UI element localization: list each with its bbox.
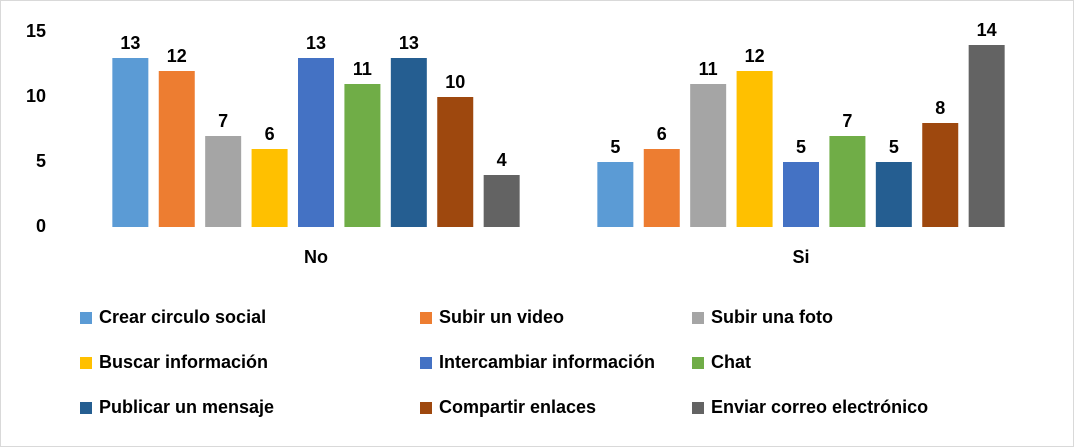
bar (437, 97, 474, 227)
bar (597, 162, 634, 227)
bar (483, 175, 520, 227)
legend-swatch (420, 402, 432, 414)
y-tick-label: 15 (26, 21, 46, 41)
legend-label: Chat (711, 352, 751, 372)
legend-swatch (692, 312, 704, 324)
bar (643, 149, 680, 227)
data-label: 10 (445, 72, 465, 92)
legend-label: Enviar correo electrónico (711, 397, 928, 417)
bar (390, 58, 427, 227)
x-tick-label: Si (792, 247, 809, 267)
bar (251, 149, 288, 227)
data-label: 5 (610, 137, 620, 157)
bar (736, 71, 773, 227)
data-label: 13 (120, 33, 140, 53)
data-label: 13 (306, 33, 326, 53)
data-label: 14 (977, 20, 997, 40)
bar (690, 84, 727, 227)
legend-label: Buscar información (99, 352, 268, 372)
legend-label: Subir un video (439, 307, 564, 327)
legend-swatch (80, 402, 92, 414)
data-label: 12 (745, 46, 765, 66)
y-tick-label: 5 (36, 151, 46, 171)
y-tick-label: 0 (36, 216, 46, 236)
legend-label: Intercambiar información (439, 352, 655, 372)
legend-swatch (420, 357, 432, 369)
data-label: 7 (218, 111, 228, 131)
legend-label: Publicar un mensaje (99, 397, 274, 417)
bar (968, 45, 1005, 227)
legend-swatch (80, 312, 92, 324)
bar (875, 162, 912, 227)
legend-label: Compartir enlaces (439, 397, 596, 417)
bar (344, 84, 381, 227)
data-label: 11 (699, 59, 718, 79)
data-label: 8 (935, 98, 945, 118)
data-label: 11 (353, 59, 372, 79)
legend-label: Crear circulo social (99, 307, 266, 327)
bar (783, 162, 819, 227)
data-label: 6 (657, 124, 667, 144)
data-label: 5 (889, 137, 899, 157)
data-label: 5 (796, 137, 806, 157)
bar (158, 71, 195, 227)
bar (922, 123, 959, 227)
y-tick-label: 10 (26, 86, 46, 106)
data-label: 12 (167, 46, 187, 66)
legend-swatch (692, 402, 704, 414)
legend-swatch (420, 312, 432, 324)
legend-swatch (80, 357, 92, 369)
bar (298, 58, 334, 227)
data-label: 7 (842, 111, 852, 131)
bar (205, 136, 242, 227)
data-label: 4 (497, 150, 507, 170)
data-label: 6 (265, 124, 275, 144)
data-label: 13 (399, 33, 419, 53)
x-tick-label: No (304, 247, 328, 267)
bar (112, 58, 149, 227)
bar (829, 136, 866, 227)
legend-label: Subir una foto (711, 307, 833, 327)
legend-swatch (692, 357, 704, 369)
